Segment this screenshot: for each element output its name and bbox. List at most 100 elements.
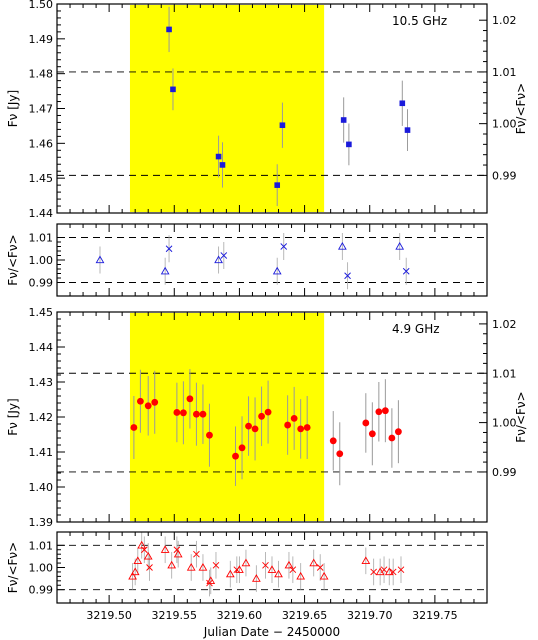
data-point-triangle xyxy=(198,562,208,571)
data-point-triangle xyxy=(296,571,306,580)
data-point-triangle xyxy=(251,574,261,582)
data-point-circle xyxy=(251,425,259,433)
data-point-cross xyxy=(233,566,241,574)
data-point-square xyxy=(215,153,222,160)
data-point-square xyxy=(399,100,406,107)
data-point-triangle xyxy=(241,558,251,567)
data-point-triangle xyxy=(274,569,283,578)
data-point-cross xyxy=(193,550,200,558)
data-point-triangle xyxy=(272,266,282,275)
data-point-circle xyxy=(232,452,239,460)
data-point-circle xyxy=(284,421,292,429)
y-tick-label: 1.43 xyxy=(29,376,54,389)
y-tick-label: 1.01 xyxy=(29,539,54,552)
y-tick-label: 0.99 xyxy=(29,277,54,290)
y-tick-label: 1.01 xyxy=(29,232,54,245)
x-tick-label: 3219.60 xyxy=(217,609,263,622)
data-point-triangle xyxy=(309,558,319,567)
data-point-circle xyxy=(144,402,152,410)
data-point-circle xyxy=(381,407,389,415)
data-point-triangle xyxy=(167,560,177,569)
y-axis-label: Fν [Jy] xyxy=(6,90,20,127)
data-point-triangle xyxy=(137,540,147,549)
data-point-circle xyxy=(297,425,305,433)
y2-tick-label: 1.02 xyxy=(492,318,517,331)
y-tick-label: 1.40 xyxy=(29,481,54,494)
data-point-square xyxy=(274,182,281,188)
y-tick-label: 1.00 xyxy=(29,562,54,575)
data-point-cross xyxy=(389,568,397,576)
data-point-cross xyxy=(397,566,405,574)
data-point-square xyxy=(340,117,347,123)
data-point-square xyxy=(170,86,176,93)
data-point-triangle xyxy=(337,241,347,250)
y-tick-label: 1.39 xyxy=(29,516,54,529)
y-tick-label: 1.45 xyxy=(29,306,54,319)
series-label: 4.9 GHz xyxy=(392,322,440,336)
data-point-cross xyxy=(289,566,297,574)
data-point-cross xyxy=(212,561,220,569)
data-point-triangle xyxy=(160,545,170,553)
data-point-triangle xyxy=(214,255,223,264)
x-tick-label: 3219.55 xyxy=(152,609,198,622)
y2-tick-label: 1.01 xyxy=(492,367,517,380)
y-tick-label: 1.45 xyxy=(29,172,54,185)
data-point-circle xyxy=(290,415,298,422)
data-point-circle xyxy=(199,410,207,418)
y-tick-label: 1.50 xyxy=(29,0,54,11)
data-point-triangle xyxy=(128,571,137,580)
data-point-square xyxy=(166,26,172,33)
data-point-cross xyxy=(280,243,288,250)
x-tick-label: 3219.70 xyxy=(347,609,393,622)
data-point-triangle xyxy=(173,549,183,558)
y-tick-label: 1.00 xyxy=(29,254,54,267)
highlight-band xyxy=(129,5,325,212)
y2-tick-label: 1.00 xyxy=(492,417,517,430)
data-point-circle xyxy=(193,410,200,418)
data-point-cross xyxy=(316,564,324,571)
y-axis-label: Fν/<Fν> xyxy=(6,542,20,593)
y2-tick-label: 1.00 xyxy=(492,118,517,131)
data-point-square xyxy=(279,122,286,129)
y2-axis-label: Fν/<Fν> xyxy=(514,391,528,442)
data-point-circle xyxy=(368,430,376,438)
data-point-square xyxy=(404,127,411,133)
data-point-circle xyxy=(186,395,194,403)
x-tick-label: 3219.75 xyxy=(412,609,458,622)
y-tick-label: 1.41 xyxy=(29,446,54,459)
data-point-square xyxy=(219,162,226,168)
y-axis-label: Fν/<Fν> xyxy=(6,234,20,285)
y2-axis-label: Fν/<Fν> xyxy=(514,83,528,134)
data-point-cross xyxy=(206,579,213,587)
plot-frame xyxy=(56,223,488,297)
y-tick-label: 1.49 xyxy=(29,33,54,46)
text-layer: Julian Date − 2450000 1.44 1.45 1.46 1.47 1.… xyxy=(6,0,528,639)
x-tick-label: 3219.50 xyxy=(86,609,132,622)
data-point-circle xyxy=(179,409,187,417)
data-point-circle xyxy=(258,412,265,420)
data-point-cross xyxy=(402,267,410,275)
data-point-circle xyxy=(264,408,272,416)
data-point-triangle xyxy=(160,266,170,275)
data-point-circle xyxy=(329,437,337,445)
data-point-cross xyxy=(344,272,351,280)
data-point-triangle xyxy=(186,562,196,571)
data-point-triangle xyxy=(225,569,235,578)
data-point-circle xyxy=(303,424,311,431)
data-point-circle xyxy=(130,424,138,431)
data-marks-layer xyxy=(95,26,411,587)
y2-tick-label: 1.01 xyxy=(492,66,517,79)
data-point-triangle xyxy=(267,565,277,573)
data-point-triangle xyxy=(95,255,105,264)
data-point-triangle xyxy=(395,241,405,250)
data-point-cross xyxy=(165,245,173,253)
data-point-circle xyxy=(375,408,383,416)
data-point-triangle xyxy=(384,567,394,576)
data-point-cross xyxy=(140,546,148,554)
y-tick-label: 1.44 xyxy=(29,341,54,354)
data-point-circle xyxy=(136,397,144,405)
y2-tick-label: 0.99 xyxy=(492,466,517,479)
y2-tick-label: 0.99 xyxy=(492,169,517,182)
data-point-circle xyxy=(245,422,252,430)
